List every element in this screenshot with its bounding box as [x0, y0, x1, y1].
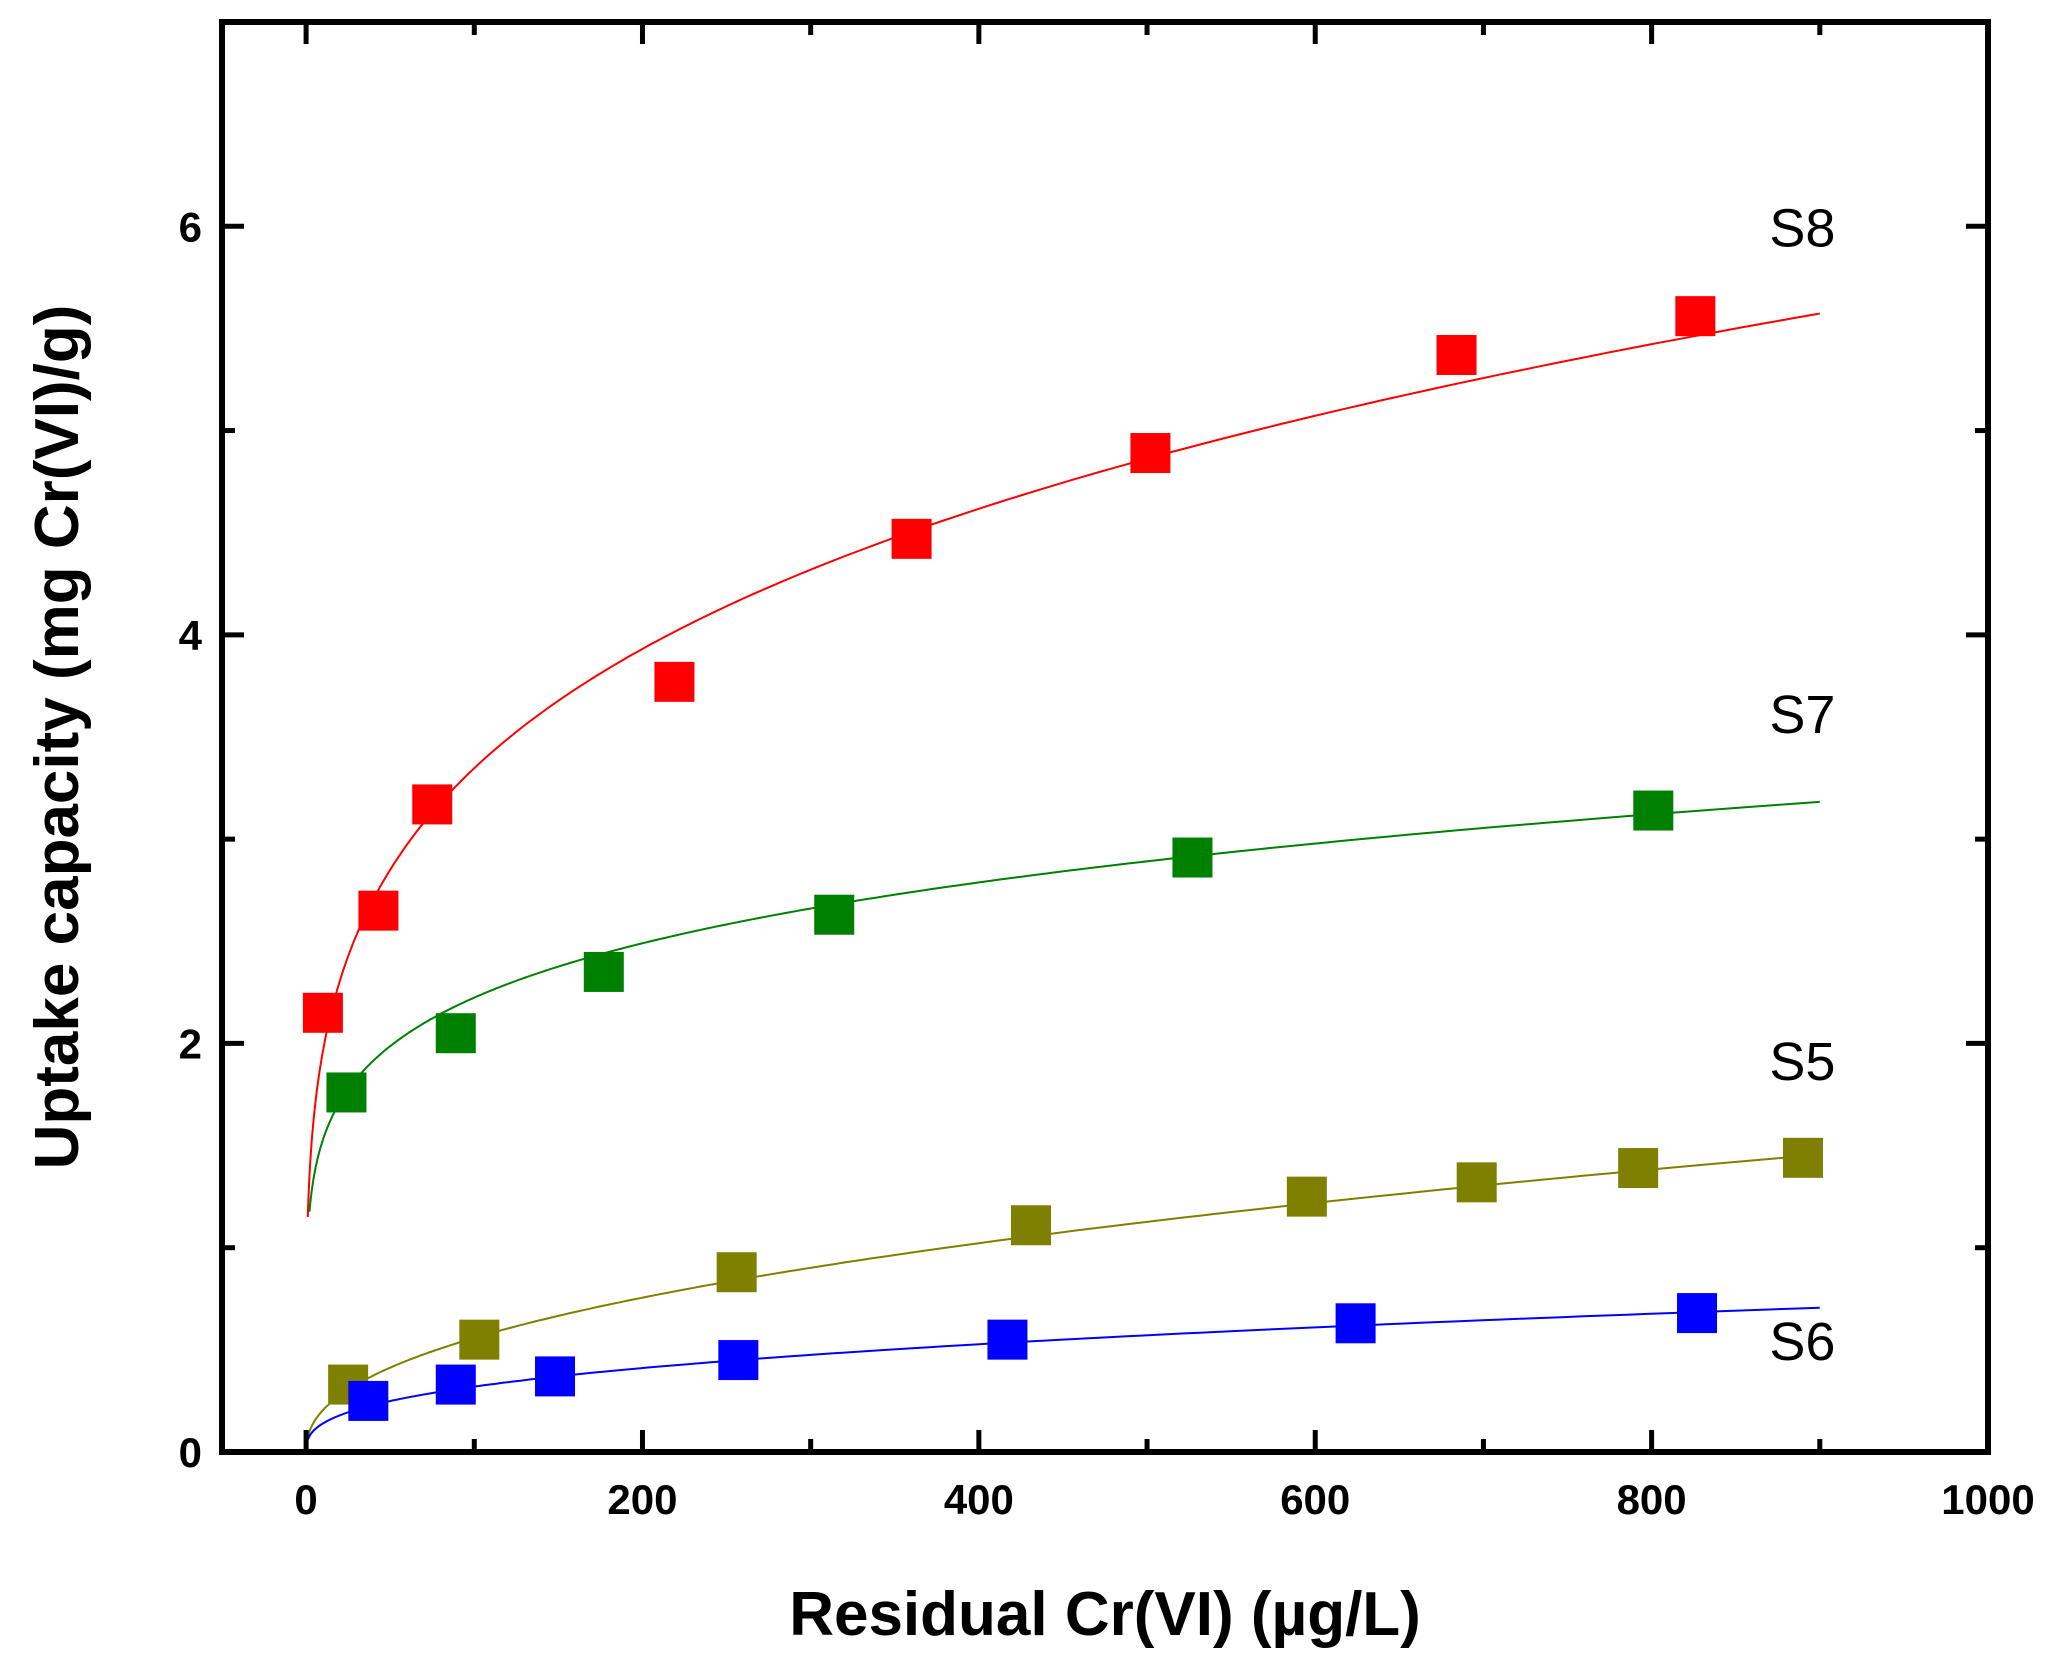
data-point-s8 — [302, 992, 343, 1033]
data-point-s6 — [718, 1340, 759, 1381]
axis-ticks: 0 200 400 600 800 1000 0 2 4 6 — [179, 19, 2035, 1523]
data-point-s8 — [1130, 433, 1171, 474]
y-tick-label: 0 — [179, 1429, 202, 1476]
plot-frame — [219, 19, 1991, 1455]
series-label-s7: S7 — [1769, 685, 1835, 745]
fit-curves — [306, 312, 1820, 1441]
data-point-s8 — [1675, 296, 1716, 337]
data-point-s6 — [348, 1380, 389, 1421]
data-point-s6 — [1335, 1303, 1376, 1344]
data-point-s8 — [412, 784, 453, 825]
data-point-s5 — [1286, 1176, 1327, 1217]
data-point-s5 — [1456, 1162, 1497, 1203]
data-point-s7 — [583, 951, 624, 992]
data-point-s5 — [1618, 1148, 1659, 1189]
x-tick-label: 800 — [1617, 1476, 1687, 1523]
data-point-s8 — [358, 890, 399, 931]
data-point-s5 — [716, 1252, 757, 1293]
data-point-s6 — [435, 1364, 476, 1405]
x-tick-label: 1000 — [1941, 1476, 2034, 1523]
data-point-s8 — [1436, 334, 1477, 375]
data-point-s8 — [891, 518, 932, 559]
data-points — [302, 296, 1823, 1421]
data-point-s7 — [435, 1013, 476, 1054]
series-labels: S8 S7 S5 S6 — [1769, 199, 1835, 1372]
x-tick-label: 0 — [294, 1476, 317, 1523]
data-point-s6 — [987, 1319, 1028, 1360]
data-point-s6 — [1677, 1293, 1718, 1334]
fit-curve-s8 — [306, 312, 1820, 1218]
series-label-s6: S6 — [1769, 1312, 1835, 1372]
x-tick-label: 400 — [944, 1476, 1014, 1523]
fit-curve-s7 — [308, 800, 1820, 1212]
y-tick-label: 4 — [179, 612, 203, 659]
data-point-s7 — [1633, 790, 1674, 831]
fit-curve-s5 — [306, 1153, 1820, 1438]
y-tick-label: 6 — [179, 203, 202, 250]
x-tick-label: 200 — [607, 1476, 677, 1523]
data-point-s8 — [654, 661, 695, 702]
data-point-s6 — [535, 1356, 576, 1397]
x-tick-label: 600 — [1280, 1476, 1350, 1523]
data-point-s7 — [326, 1072, 367, 1113]
fit-curve-s6 — [306, 1306, 1820, 1441]
y-tick-label: 2 — [179, 1020, 202, 1067]
data-point-s5 — [1782, 1137, 1823, 1178]
data-point-s7 — [1172, 837, 1213, 878]
series-label-s5: S5 — [1769, 1032, 1835, 1092]
series-label-s8: S8 — [1769, 199, 1835, 259]
data-point-s7 — [814, 894, 855, 935]
data-point-s5 — [459, 1319, 500, 1360]
y-axis-title: Uptake capacity (mg Cr(VI)/g) — [23, 305, 92, 1170]
x-axis-title: Residual Cr(VI) (µg/L) — [789, 1580, 1421, 1649]
data-point-s5 — [1010, 1205, 1051, 1246]
